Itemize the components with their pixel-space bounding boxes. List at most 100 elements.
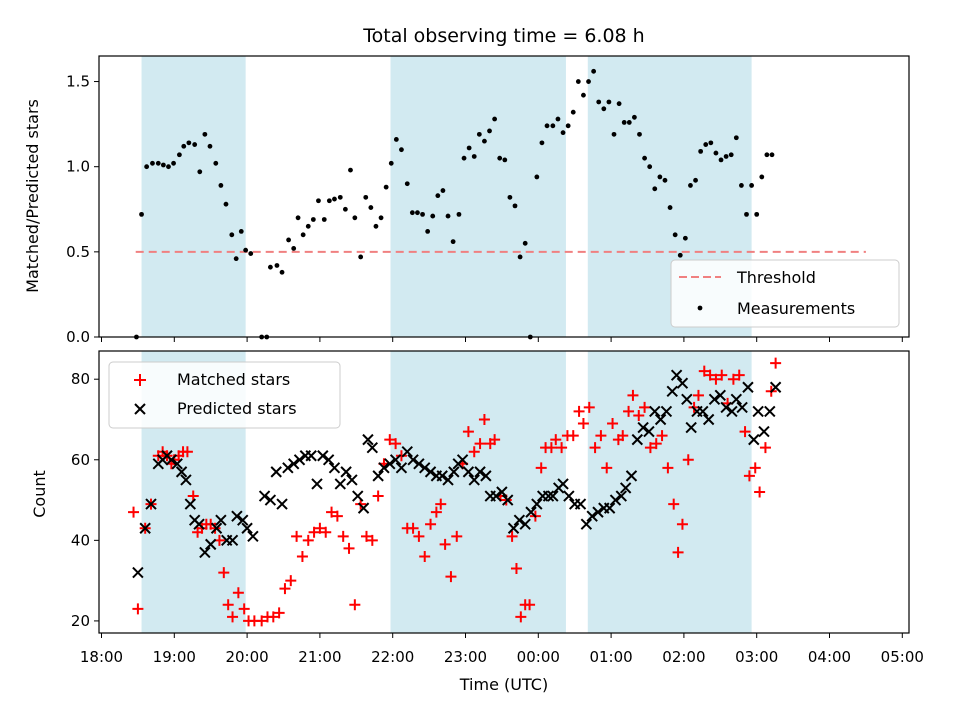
predicted-star-point <box>490 490 502 502</box>
matched-star-point <box>296 550 308 562</box>
measurement-point <box>517 254 523 260</box>
measurement-point <box>430 213 436 219</box>
measurement-point <box>611 131 617 137</box>
chart-title: Total observing time = 6.08 h <box>362 25 644 47</box>
matched-star-point <box>451 530 463 542</box>
count-y-axis-label: Count <box>30 470 49 518</box>
measurements-legend-label: Measurements <box>737 299 855 318</box>
ratio-y-tick-label: 1.5 <box>66 73 90 91</box>
time-x-tick-label: 00:00 <box>517 648 560 666</box>
matched-star-point <box>360 530 372 542</box>
predicted-star-point <box>264 494 277 506</box>
matched-star-point <box>739 426 751 438</box>
measurement-point <box>373 223 379 229</box>
matched-star-point <box>238 603 250 615</box>
matched-star-point <box>222 599 234 611</box>
predicted-star-point <box>580 518 593 530</box>
measurements-series <box>134 68 775 340</box>
measurement-point <box>482 138 487 144</box>
predicted-star-point <box>210 522 223 534</box>
measurement-point <box>652 186 658 192</box>
measurement-point <box>358 254 364 260</box>
matched-star-point <box>326 506 338 518</box>
predicted-star-point <box>317 450 329 462</box>
predicted-star-point <box>378 462 390 474</box>
measurement-point <box>718 157 724 163</box>
predicted-star-point <box>752 405 764 418</box>
measurement-point <box>456 211 462 217</box>
matched-star-point <box>633 409 645 421</box>
measurement-point <box>363 194 369 200</box>
measurement-point <box>733 135 739 141</box>
matched-star-point <box>366 534 378 546</box>
predicted-star-point <box>462 466 475 478</box>
matched-star-point <box>627 389 639 401</box>
predicted-star-point <box>407 454 419 466</box>
measurement-point <box>497 155 503 161</box>
matched-star-point <box>291 530 303 542</box>
measurement-point <box>492 116 498 122</box>
measurement-point <box>677 252 683 258</box>
ratio-y-tick-label: 0.5 <box>66 243 90 261</box>
predicted-star-point <box>502 494 514 506</box>
measurement-point <box>243 247 249 253</box>
matched-star-point <box>279 583 291 595</box>
measurement-point <box>450 239 456 245</box>
predicted-star-point <box>175 466 188 478</box>
measurement-point <box>539 140 545 146</box>
matched-star-point <box>749 462 761 474</box>
predicted-star-point <box>574 498 587 510</box>
matched-star-point <box>273 607 285 619</box>
predicted-star-point <box>395 462 408 474</box>
predicted-star-point <box>468 474 480 486</box>
matched-star-point <box>650 438 662 450</box>
ratio-legend-box <box>670 259 900 328</box>
count-y-tick-label: 60 <box>71 451 90 469</box>
measurement-point <box>662 177 668 183</box>
predicted-star-point <box>720 401 732 414</box>
count-y-tick-label: 80 <box>71 370 90 388</box>
observing-window-top-0 <box>141 56 246 337</box>
predicted-star-point <box>322 454 335 466</box>
matched-star-point <box>623 405 635 417</box>
measurement-point <box>337 194 343 200</box>
measurement-point <box>213 160 219 166</box>
predicted-star-point <box>496 486 508 498</box>
predicted-star-point <box>372 470 384 482</box>
predicted-star-point <box>637 421 649 434</box>
matched-star-point <box>439 538 451 550</box>
predicted-star-point <box>357 502 370 514</box>
measurement-point <box>621 120 627 125</box>
matched-star-point <box>419 550 431 562</box>
predicted-star-point <box>362 433 374 446</box>
matched-star-point <box>395 450 407 462</box>
measurement-point <box>534 174 540 180</box>
predicted-star-point <box>619 482 632 494</box>
predicted-star-point <box>389 454 402 466</box>
measurement-point <box>310 217 316 222</box>
predicted-star-point <box>631 433 644 446</box>
measurement-point <box>238 229 244 234</box>
measurement-point <box>637 131 642 137</box>
predicted-star-point <box>199 546 211 559</box>
predicted-star-point <box>519 518 531 530</box>
predicted-star-point <box>258 490 271 502</box>
matched-legend-label: Matched stars <box>177 370 290 389</box>
time-x-tick-label: 01:00 <box>589 648 632 666</box>
predicted-star-point <box>293 454 306 466</box>
threshold-legend-label: Threshold <box>736 268 816 287</box>
ratio-y-tick-label: 1.0 <box>66 158 90 176</box>
measurement-point <box>267 264 273 270</box>
observing-windows-top <box>141 56 752 337</box>
measurement-point <box>581 92 586 98</box>
predicted-star-point <box>676 377 689 389</box>
measurement-point <box>348 167 353 173</box>
predicted-star-point <box>625 470 638 482</box>
matched-star-point <box>337 530 349 542</box>
time-x-tick-label: 02:00 <box>662 648 705 666</box>
matched-star-point <box>524 599 536 611</box>
measurement-point <box>352 215 358 221</box>
matched-star-point <box>489 434 501 446</box>
measurement-point <box>279 269 285 275</box>
measurement-point <box>378 215 384 221</box>
